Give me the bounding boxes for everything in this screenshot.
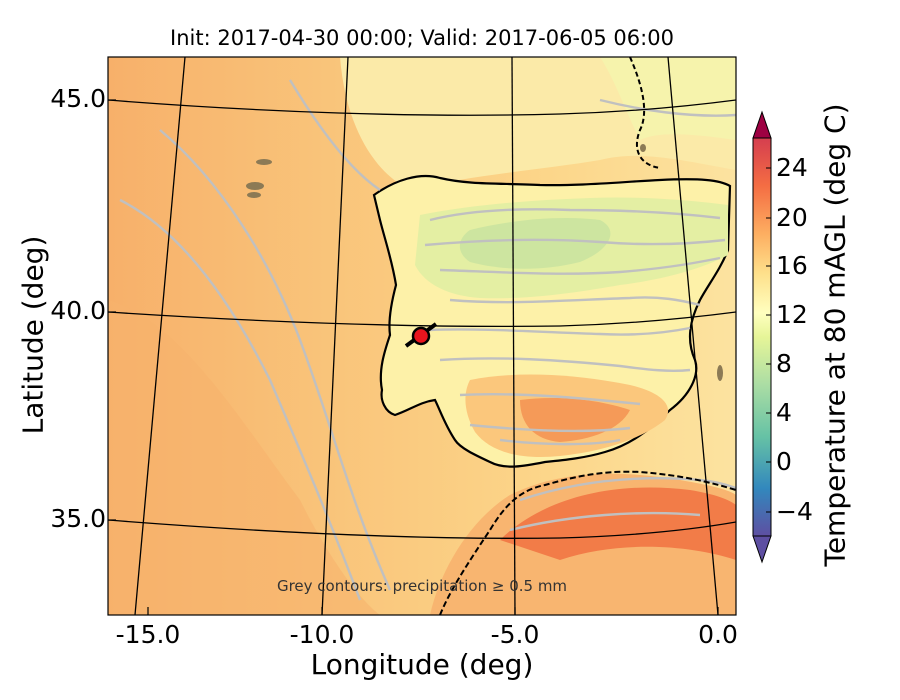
warm-ocean-band: [108, 300, 380, 615]
lon-tick-minus-5: -5.0: [490, 620, 540, 649]
island-patches: [246, 144, 723, 381]
france-region: [600, 57, 736, 140]
graticule: [108, 57, 736, 615]
colorbar-extend-min: [752, 535, 772, 564]
africa-coastline: [439, 470, 736, 615]
colorbar-body: [752, 137, 772, 537]
axis-ticks: [108, 99, 719, 615]
precip-contours: [119, 79, 736, 601]
x-axis-label: Longitude (deg): [310, 648, 534, 681]
colorbar-extend-max: [752, 110, 772, 139]
colorbar-tick-8: 8: [776, 349, 792, 378]
map-frame: [107, 56, 737, 616]
map-title: Init: 2017-04-30 00:00; Valid: 2017-06-0…: [170, 26, 674, 50]
lon-tick-minus-15: -15.0: [115, 620, 181, 649]
colorbar-tick-12: 12: [776, 300, 808, 329]
green-cool-area: [459, 218, 611, 269]
lat-tick-40: 40.0: [50, 296, 106, 325]
lon-tick-0: 0.0: [698, 620, 738, 649]
location-marker: [411, 326, 431, 346]
colorbar-tick-24: 24: [776, 153, 808, 182]
colorbar-ticks: [766, 167, 771, 513]
colorbar-tick-20: 20: [776, 203, 808, 232]
africa-hot-band: [500, 487, 736, 560]
map-panel: [108, 57, 736, 615]
lat-tick-35: 35.0: [50, 504, 106, 533]
colorbar: [752, 110, 772, 564]
colorbar-tick-0: 0: [776, 447, 792, 476]
colorbar-tick-4: 4: [776, 398, 792, 427]
lat-tick-45: 45.0: [50, 84, 106, 113]
colorbar-tick-16: 16: [776, 251, 808, 280]
precip-annotation: Grey contours: precipitation ≥ 0.5 mm: [276, 577, 568, 595]
france-coastline: [629, 57, 661, 169]
lon-tick-minus-10: -10.0: [289, 620, 355, 649]
colorbar-tick-minus-4: −4: [776, 497, 813, 526]
